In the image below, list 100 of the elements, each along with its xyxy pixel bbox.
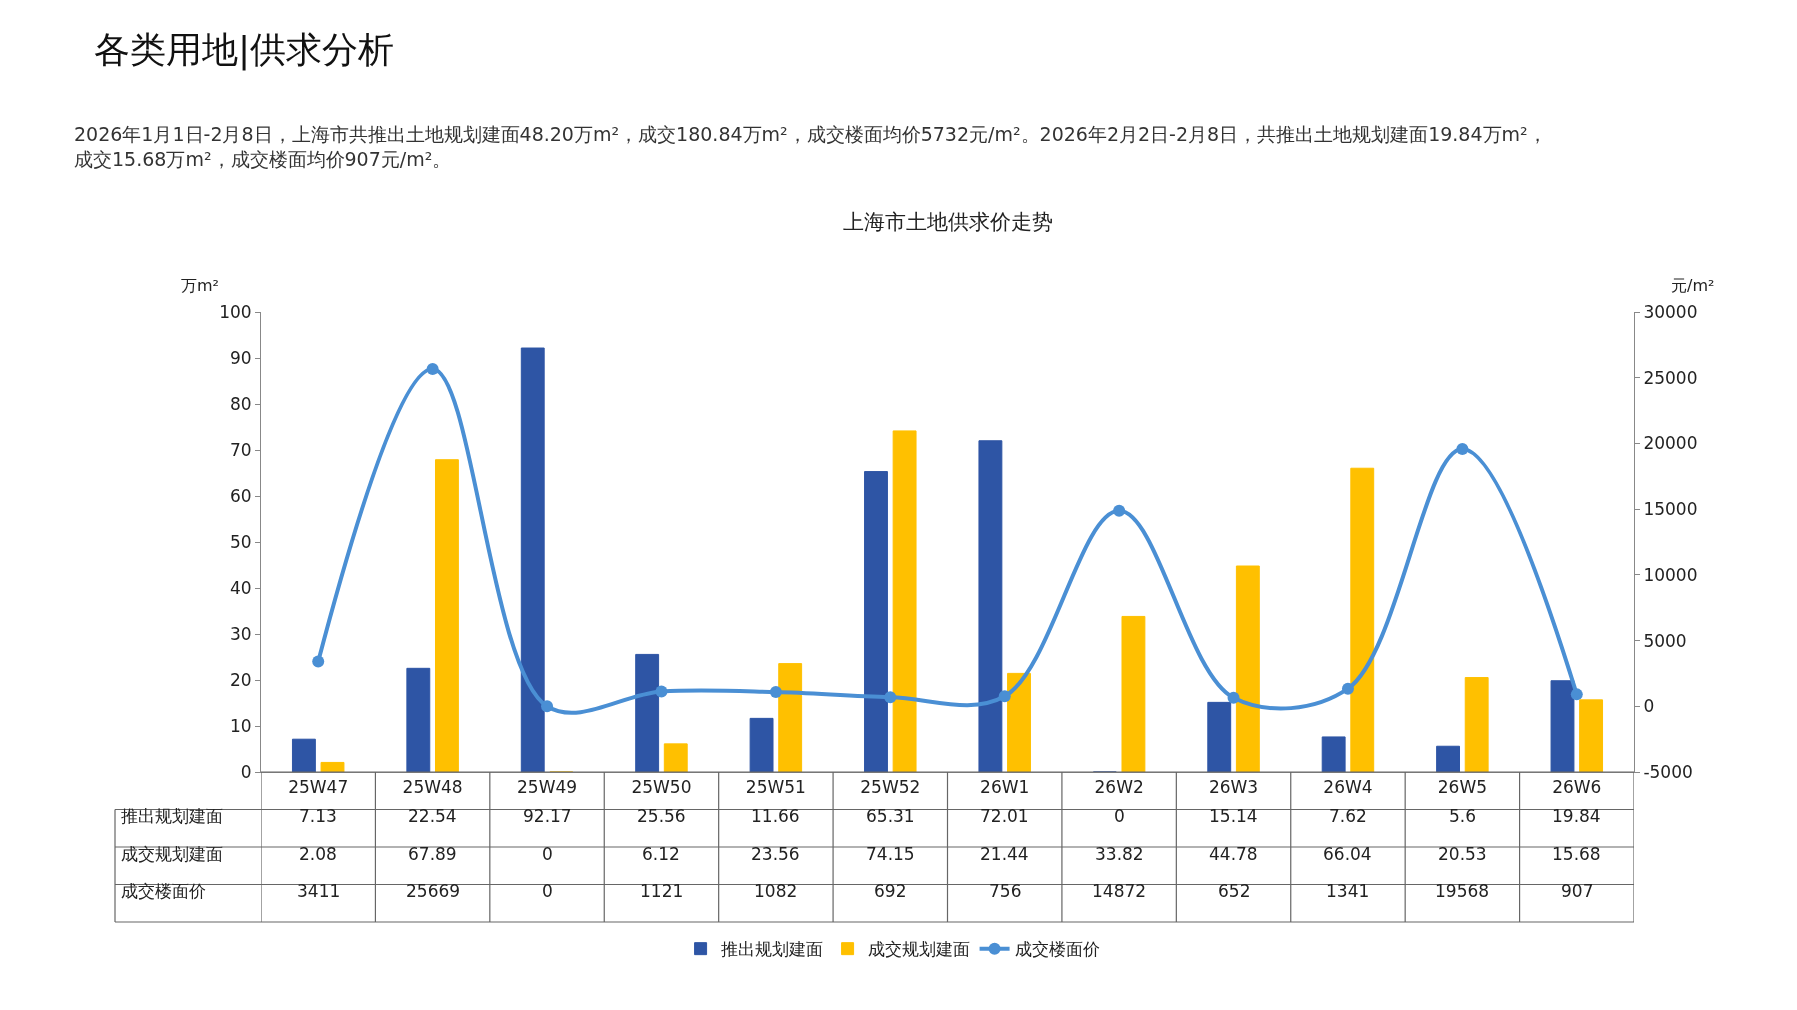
x-tick-label: 26W6 — [1552, 777, 1602, 798]
data-label: 92.17 — [523, 806, 572, 826]
data-label: 22.54 — [408, 806, 457, 826]
bar — [1207, 701, 1232, 772]
bar — [1235, 565, 1260, 772]
point — [1341, 682, 1354, 695]
data-label: 5.6 — [1449, 806, 1477, 826]
x-tick-label: 26W4 — [1323, 777, 1373, 798]
data-label: 25669 — [406, 881, 461, 901]
bar — [520, 347, 545, 772]
y2-tick-label: 20000 — [1643, 433, 1698, 454]
point — [312, 655, 325, 668]
y-axis-title: 万m² — [181, 276, 219, 295]
data-label: 19568 — [1435, 881, 1490, 901]
data-label: 7.13 — [299, 806, 337, 826]
data-label: 14872 — [1092, 881, 1147, 901]
data-label: 1082 — [754, 881, 798, 901]
text: 各类用地|供求分析 — [94, 29, 395, 71]
data-label: 0 — [1114, 806, 1125, 826]
data-label: 72.01 — [980, 806, 1029, 826]
data-label: 15.68 — [1552, 844, 1601, 864]
x-tick-label: 25W48 — [402, 777, 463, 798]
legend-label: 成交规划建面 — [867, 939, 970, 960]
y-tick-label: 10 — [229, 715, 252, 736]
x-tick-label: 26W2 — [1094, 777, 1144, 798]
x-tick-label: 25W52 — [860, 777, 921, 798]
data-label: 0 — [542, 881, 553, 901]
data-label: 11.66 — [751, 806, 800, 826]
data-label: 19.84 — [1552, 806, 1601, 826]
y-tick-label: 20 — [229, 669, 252, 690]
data-label: 25.56 — [637, 806, 686, 826]
point — [655, 685, 668, 698]
data-label: 692 — [874, 881, 907, 901]
data-label: 21.44 — [980, 844, 1029, 864]
point — [884, 691, 897, 704]
y-tick-label: 0 — [240, 761, 252, 782]
bar — [778, 663, 803, 772]
data-label: 907 — [1561, 881, 1594, 901]
data-label: 74.15 — [866, 844, 915, 864]
point — [998, 690, 1011, 703]
bar — [406, 667, 431, 772]
bar — [1007, 672, 1031, 772]
x-tick-label: 25W51 — [745, 777, 806, 798]
legend-label: 成交楼面价 — [1014, 939, 1100, 960]
y2-tick-label: 5000 — [1643, 630, 1687, 651]
x-tick-label: 26W3 — [1208, 777, 1259, 798]
text: 成交楼面价 — [121, 881, 206, 901]
x-tick-label: 25W50 — [631, 777, 692, 798]
bar — [1464, 677, 1489, 772]
text: 推出规划建面 — [121, 806, 223, 826]
y2-tick-label: 15000 — [1643, 499, 1698, 520]
bar — [1121, 615, 1146, 772]
y-tick-label: 30 — [229, 623, 252, 644]
bar — [749, 717, 774, 772]
legend-label: 推出规划建面 — [720, 939, 823, 960]
x-tick-label: 26W5 — [1437, 777, 1488, 798]
point — [1570, 688, 1583, 701]
y-tick-label: 40 — [229, 577, 252, 598]
data-label: 1121 — [640, 881, 684, 901]
y2-tick-label: 0 — [1643, 696, 1655, 717]
y2-tick-label: 10000 — [1643, 564, 1698, 585]
data-label: 6.12 — [642, 844, 680, 864]
data-label: 66.04 — [1323, 844, 1372, 864]
data-label: 7.62 — [1329, 806, 1367, 826]
bar — [1321, 736, 1346, 772]
text: 成交规划建面 — [121, 844, 223, 864]
data-label: 44.78 — [1209, 844, 1258, 864]
data-label: 33.82 — [1095, 844, 1144, 864]
data-label: 23.56 — [751, 844, 800, 864]
point — [769, 686, 782, 699]
bar — [1436, 745, 1461, 772]
data-label: 756 — [989, 881, 1022, 901]
point — [1113, 504, 1126, 517]
y2-tick-label: -5000 — [1643, 761, 1693, 782]
y-tick-label: 60 — [229, 485, 252, 506]
data-label: 3411 — [297, 881, 341, 901]
chart-subtitle: 2026年1月1日-2月8日，上海市共推出土地规划建面48.20万m²，成交180.84万m²，成交楼面均价5732元/m²。2026年2月2日-2月8日，共推出土地规划建面19.84万m²，成交15.68万m²，成交楼面均价907元/m²。 — [74, 123, 1547, 170]
bar — [864, 471, 888, 772]
data-label: 67.89 — [408, 844, 457, 864]
y-tick-label: 90 — [229, 347, 252, 368]
data-label: 0 — [542, 844, 553, 864]
bar — [1550, 680, 1575, 772]
data-label: 2.08 — [299, 844, 337, 864]
x-tick-label: 25W47 — [288, 777, 349, 798]
point — [541, 700, 554, 713]
data-label: 20.53 — [1438, 844, 1487, 864]
bar — [635, 653, 660, 772]
bar — [434, 459, 459, 772]
bar — [1350, 467, 1375, 772]
chart-title: 上海市土地供求价走势 — [842, 210, 1053, 235]
bar — [291, 738, 316, 772]
point — [426, 362, 439, 375]
y-tick-label: 100 — [219, 301, 252, 322]
bar — [320, 761, 345, 772]
x-tick-label: 26W1 — [980, 777, 1030, 798]
y2-tick-label: 30000 — [1643, 301, 1698, 322]
y-tick-label: 70 — [229, 439, 252, 460]
y-tick-label: 80 — [229, 393, 252, 414]
bar — [663, 743, 688, 772]
x-tick-label: 25W49 — [517, 777, 578, 798]
